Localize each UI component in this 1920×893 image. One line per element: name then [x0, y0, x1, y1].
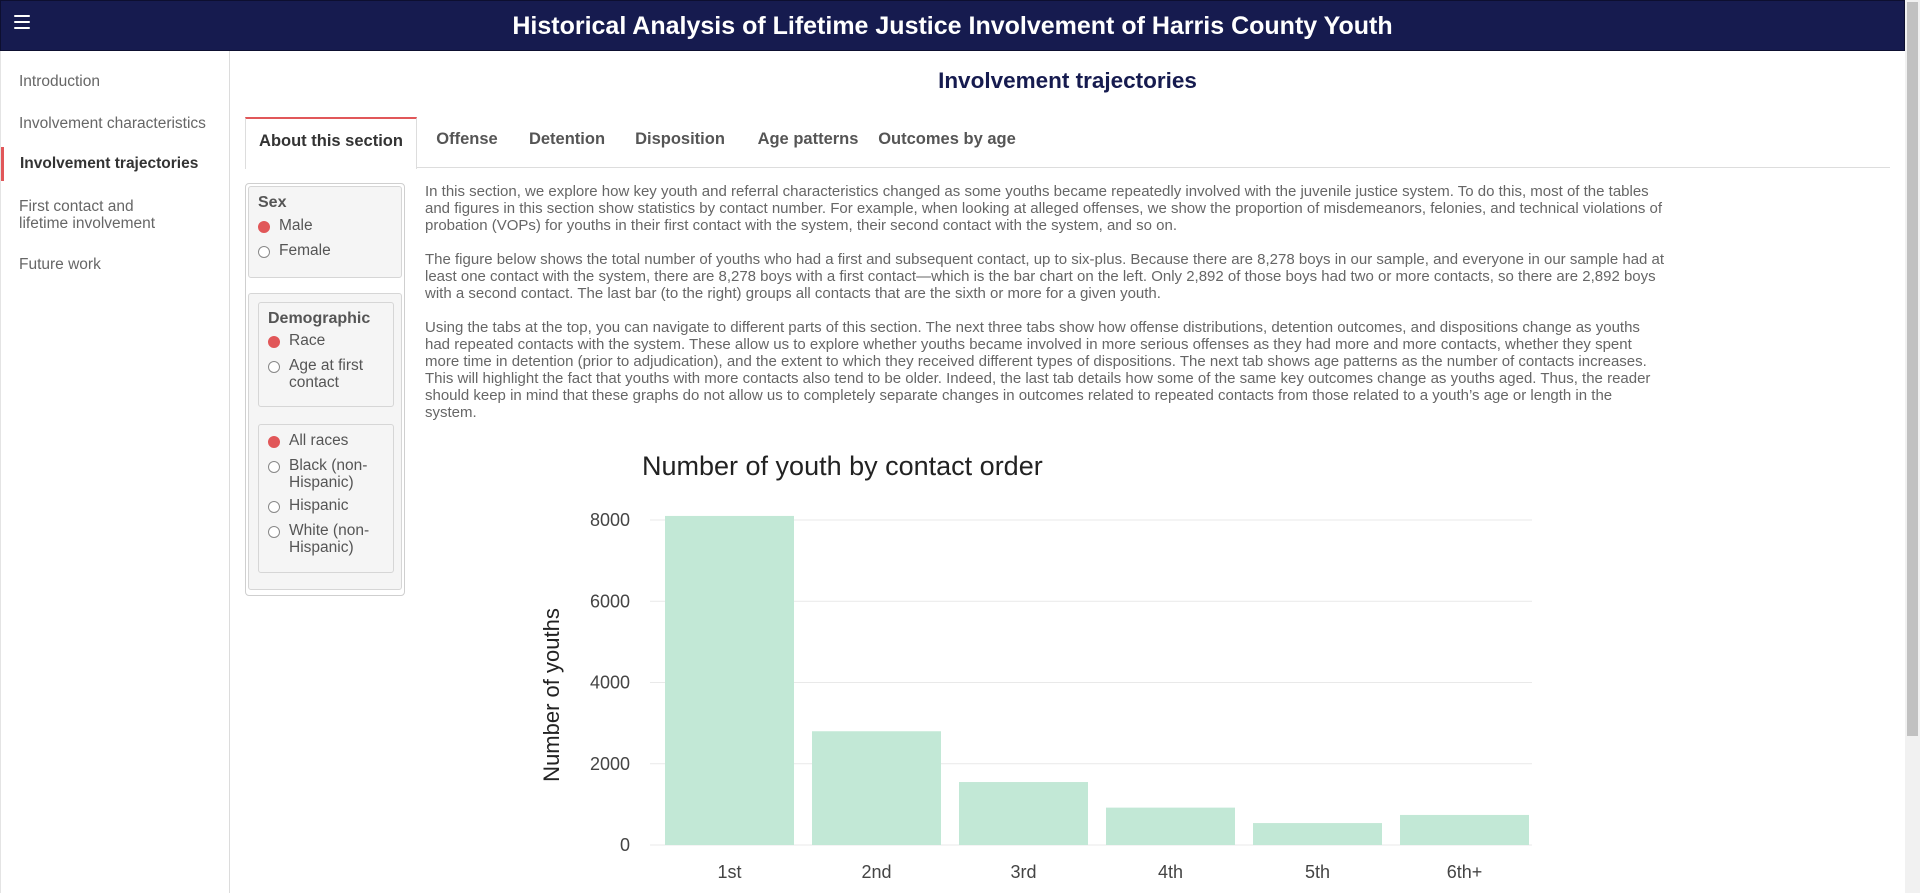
sidebar: Introduction Involvement characteristics… [0, 51, 230, 893]
sidebar-item-involvement-trajectories[interactable]: Involvement trajectories [1, 147, 230, 181]
chart-bars [665, 515, 1529, 845]
radio-label: Black (non-Hispanic) [289, 457, 368, 491]
app-title: Historical Analysis of Lifetime Justice … [512, 12, 1393, 40]
radio-black-non-hispanic[interactable]: Black (non-Hispanic) [268, 457, 388, 491]
radio-selected-icon[interactable] [268, 436, 280, 448]
x-tick-label: 3rd [1010, 862, 1036, 882]
race-filter: All races Black (non-Hispanic) Hispanic … [258, 424, 394, 573]
top-bar: Historical Analysis of Lifetime Justice … [0, 0, 1905, 51]
page-scrollbar[interactable] [1905, 0, 1920, 893]
radio-label: Age at first contact [289, 357, 364, 391]
radio-unselected-icon[interactable] [258, 246, 270, 258]
section-tabs: About this section Offense Detention Dis… [245, 117, 1890, 169]
radio-label: White (non-Hispanic) [289, 522, 370, 556]
radio-male[interactable]: Male [258, 217, 313, 234]
radio-unselected-icon[interactable] [268, 461, 280, 473]
paragraph-intro: In this section, we explore how key yout… [425, 183, 1663, 234]
bar-4th[interactable] [1106, 807, 1235, 845]
y-tick-label: 2000 [590, 754, 630, 774]
tab-age-patterns[interactable]: Age patterns [757, 130, 859, 148]
scrollbar-thumb[interactable] [1907, 2, 1918, 736]
x-tick-label: 4th [1158, 862, 1183, 882]
sex-filter-title: Sex [258, 194, 287, 211]
filter-panel: Sex Male Female Demographic Race Age at … [245, 183, 405, 596]
radio-label: All races [289, 432, 349, 449]
chart-y-ticks: 0 2000 4000 6000 8000 [590, 510, 630, 855]
radio-unselected-icon[interactable] [268, 361, 280, 373]
radio-hispanic[interactable]: Hispanic [268, 497, 348, 514]
tab-detention[interactable]: Detention [528, 130, 606, 148]
radio-label: Male [279, 217, 313, 234]
sidebar-item-first-contact[interactable]: First contact and lifetime involvement [19, 198, 156, 232]
radio-white-non-hispanic[interactable]: White (non-Hispanic) [268, 522, 388, 556]
page-title: Involvement trajectories [938, 68, 1197, 93]
menu-icon[interactable] [14, 15, 30, 29]
radio-selected-icon[interactable] [258, 221, 270, 233]
radio-label: Race [289, 332, 326, 349]
demographic-filter-group: Demographic Race Age at first contact Al… [248, 293, 402, 590]
y-axis-label: Number of youths [539, 608, 564, 782]
tab-about-this-section[interactable]: About this section [245, 117, 417, 169]
bar-6th+[interactable] [1400, 814, 1529, 845]
sidebar-item-future-work[interactable]: Future work [19, 256, 101, 273]
tab-disposition[interactable]: Disposition [635, 130, 725, 148]
section-description: In this section, we explore how key yout… [425, 183, 1665, 438]
radio-unselected-icon[interactable] [268, 501, 280, 513]
chart-gridlines [650, 519, 1532, 846]
x-tick-label: 1st [717, 862, 741, 882]
x-tick-label: 5th [1305, 862, 1330, 882]
y-tick-label: 4000 [590, 673, 630, 693]
y-tick-label: 8000 [590, 510, 630, 530]
bar-1st[interactable] [665, 515, 794, 845]
sidebar-item-involvement-characteristics[interactable]: Involvement characteristics [19, 115, 206, 132]
x-tick-label: 2nd [861, 862, 891, 882]
paragraph-navigation: Using the tabs at the top, you can navig… [425, 319, 1651, 421]
radio-age-at-first-contact[interactable]: Age at first contact [268, 357, 388, 391]
radio-label: Female [279, 242, 331, 259]
paragraph-figure-explanation: The figure below shows the total number … [425, 251, 1665, 302]
sex-filter: Sex Male Female [248, 186, 402, 278]
radio-unselected-icon[interactable] [268, 526, 280, 538]
contact-order-chart: Number of youth by contact order 0 2000 40… [539, 452, 1532, 882]
tab-offense[interactable]: Offense [436, 130, 498, 148]
bar-3rd[interactable] [959, 782, 1088, 845]
bar-5th[interactable] [1253, 823, 1382, 845]
demographic-filter-title: Demographic [268, 310, 371, 327]
y-tick-label: 0 [620, 835, 630, 855]
tab-outcomes-by-age[interactable]: Outcomes by age [878, 130, 1016, 148]
radio-all-races[interactable]: All races [268, 432, 348, 449]
y-tick-label: 6000 [590, 591, 630, 611]
sidebar-item-introduction[interactable]: Introduction [19, 73, 100, 90]
bar-2nd[interactable] [812, 731, 941, 845]
chart-x-ticks: 1st 2nd 3rd 4th 5th 6th+ [717, 862, 1482, 882]
x-tick-label: 6th+ [1447, 862, 1483, 882]
radio-female[interactable]: Female [258, 242, 331, 259]
demographic-filter: Demographic Race Age at first contact [258, 302, 394, 407]
chart-title: Number of youth by contact order [642, 452, 1043, 481]
radio-selected-icon[interactable] [268, 336, 280, 348]
radio-race[interactable]: Race [268, 332, 325, 349]
radio-label: Hispanic [289, 497, 349, 514]
